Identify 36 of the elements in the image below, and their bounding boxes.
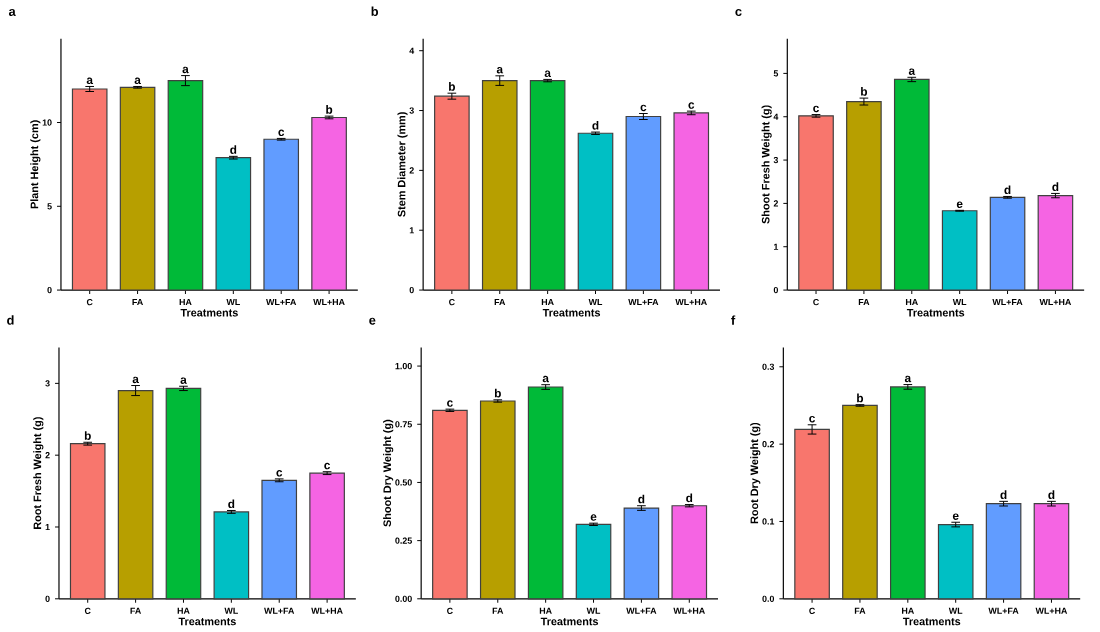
bar: [575, 523, 612, 600]
bar: [167, 80, 204, 291]
bar: [673, 112, 710, 291]
bar: [794, 428, 830, 600]
bar: [623, 507, 660, 600]
bar: [263, 138, 300, 291]
bar: [481, 80, 518, 291]
bar: [311, 116, 347, 291]
bar: [71, 88, 108, 291]
bar: [309, 472, 345, 600]
bar: [165, 387, 202, 600]
bar: [937, 524, 974, 600]
bar: [69, 443, 106, 600]
bar: [117, 390, 154, 600]
bar: [529, 80, 566, 291]
bar: [215, 157, 252, 291]
bar: [1037, 195, 1074, 291]
bar: [846, 101, 882, 291]
bar: [479, 400, 516, 600]
bar: [432, 409, 468, 600]
bar: [985, 503, 1022, 600]
bar: [798, 115, 834, 291]
bar: [671, 505, 708, 600]
bar: [1033, 503, 1070, 600]
bar: [842, 404, 878, 600]
bar: [261, 479, 298, 600]
bar: [527, 386, 564, 600]
bar: [119, 86, 156, 291]
bar: [434, 95, 470, 291]
bar: [941, 210, 978, 291]
bar: [989, 196, 1026, 291]
bar: [890, 386, 926, 600]
bar: [577, 132, 614, 291]
bar: [625, 115, 662, 291]
bar: [893, 78, 930, 291]
bar: [213, 511, 250, 600]
